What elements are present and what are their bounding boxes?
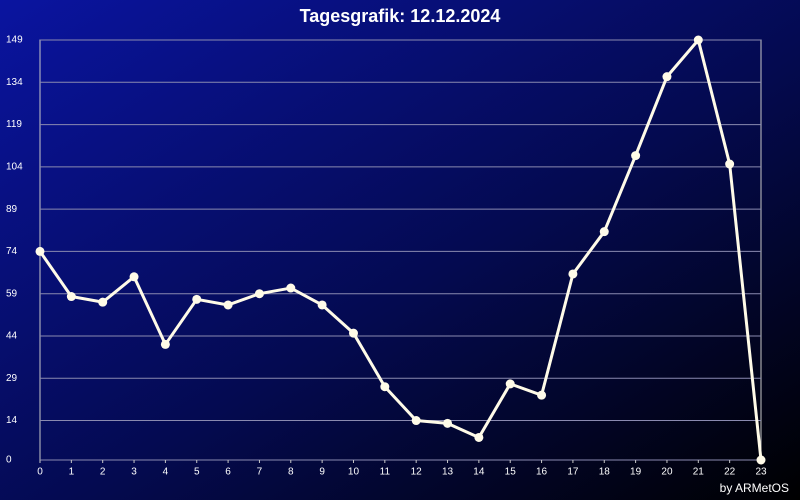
x-tick-label: 23: [755, 467, 767, 478]
y-tick-label: 134: [6, 77, 23, 88]
x-tick-label: 10: [348, 467, 360, 478]
x-tick-label: 14: [473, 467, 485, 478]
y-tick-label: 0: [6, 455, 12, 466]
x-tick-label: 20: [661, 467, 673, 478]
point: [35, 246, 45, 256]
x-tick-label: 11: [380, 467, 391, 478]
point: [693, 35, 703, 45]
point: [756, 455, 766, 465]
x-tick-label: 5: [194, 467, 200, 478]
y-tick-label: 89: [6, 204, 18, 215]
point: [599, 227, 609, 237]
chart-title: Tagesgrafik: 12.12.2024: [300, 6, 501, 26]
credit: by ARMetOS: [720, 481, 789, 495]
point: [474, 432, 484, 442]
point: [286, 283, 296, 293]
y-tick-label: 29: [6, 373, 18, 384]
x-tick-label: 13: [442, 467, 454, 478]
x-tick-label: 12: [411, 467, 423, 478]
point: [380, 382, 390, 392]
x-tick-label: 1: [69, 467, 75, 478]
point: [254, 289, 264, 299]
x-tick-label: 16: [536, 467, 548, 478]
x-tick-label: 21: [693, 467, 705, 478]
x-tick-label: 9: [319, 467, 325, 478]
point: [411, 416, 421, 426]
y-tick-label: 14: [6, 415, 18, 426]
point: [725, 159, 735, 169]
y-tick-label: 119: [6, 119, 22, 130]
point: [505, 379, 515, 389]
x-tick-label: 2: [100, 467, 106, 478]
point: [317, 300, 327, 310]
x-tick-label: 22: [724, 467, 736, 478]
point: [192, 294, 202, 304]
x-tick-label: 3: [131, 467, 137, 478]
point: [443, 418, 453, 428]
x-tick-label: 6: [225, 467, 231, 478]
y-tick-label: 74: [6, 246, 18, 257]
x-tick-label: 0: [37, 467, 43, 478]
point: [537, 390, 547, 400]
point: [160, 339, 170, 349]
x-tick-label: 18: [599, 467, 611, 478]
y-tick-label: 104: [6, 161, 23, 172]
point: [223, 300, 233, 310]
point: [662, 72, 672, 82]
x-tick-label: 4: [163, 467, 169, 478]
point: [631, 151, 641, 161]
y-tick-label: 44: [6, 331, 18, 342]
y-tick-label: 149: [6, 35, 23, 46]
point: [129, 272, 139, 282]
x-tick-label: 15: [505, 467, 517, 478]
point: [98, 297, 108, 307]
x-tick-label: 19: [630, 467, 642, 478]
point: [66, 292, 76, 302]
x-tick-label: 7: [257, 467, 263, 478]
point: [568, 269, 578, 279]
x-tick-label: 17: [567, 467, 579, 478]
y-tick-label: 59: [6, 288, 18, 299]
line: [38, 38, 763, 461]
x-tick-label: 8: [288, 467, 294, 478]
point: [348, 328, 358, 338]
